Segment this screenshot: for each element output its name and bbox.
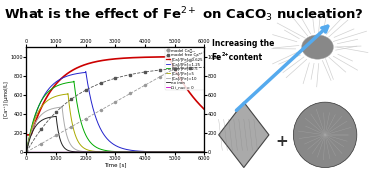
Circle shape: [302, 35, 333, 59]
Y-axis label: [Ca²⁺] [μmol/L]: [Ca²⁺] [μmol/L]: [4, 81, 9, 118]
Circle shape: [293, 102, 357, 168]
Text: +: +: [275, 134, 288, 149]
Text: Fe: Fe: [212, 53, 222, 62]
Text: 2+: 2+: [222, 52, 229, 57]
Text: What is the effect of Fe: What is the effect of Fe: [0, 180, 1, 181]
Legend: model Caᵜₒₜ, model free Ca²⁺, [Ca]/[Fe]=0.625, [Ca]/[Fe]=1.25, [Ca]/[Fe]=2.5, [C: model Caᵜₒₜ, model free Ca²⁺, [Ca]/[Fe]=…: [165, 47, 204, 90]
Text: Increasing the: Increasing the: [212, 39, 274, 48]
X-axis label: Time [s]: Time [s]: [104, 162, 127, 167]
Text: content: content: [226, 53, 262, 62]
Polygon shape: [218, 102, 269, 168]
Text: What is the effect of Fe$^{2+}$ on CaCO$_3$ nucleation?: What is the effect of Fe$^{2+}$ on CaCO$…: [4, 5, 364, 24]
